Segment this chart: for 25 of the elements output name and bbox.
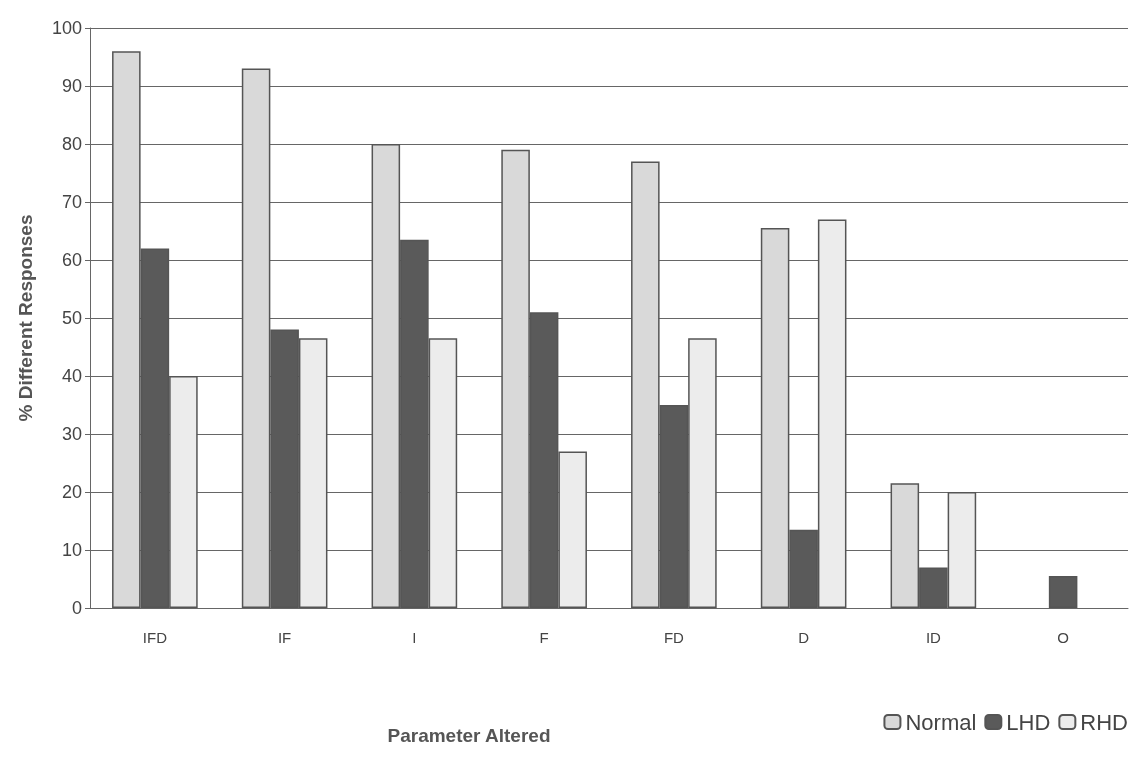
x-tick-label: FD xyxy=(663,629,685,646)
y-tick-label: 40 xyxy=(61,366,82,386)
y-tick-label: 20 xyxy=(61,482,82,502)
x-tick-label: I xyxy=(412,629,417,646)
y-tick-label: 70 xyxy=(61,192,82,212)
y-tick-label: 100 xyxy=(51,18,82,38)
legend-label: Normal xyxy=(905,709,977,735)
y-tick-label: 90 xyxy=(61,76,82,96)
y-tick-label: 30 xyxy=(61,424,82,444)
x-tick-label: D xyxy=(798,629,810,646)
y-tick-label: 0 xyxy=(71,598,82,618)
legend-label: RHD xyxy=(1080,709,1129,735)
y-tick-label: 80 xyxy=(61,134,82,154)
bar xyxy=(1048,576,1078,608)
y-tick-label: 60 xyxy=(61,250,82,270)
x-axis-title: Parameter Altered xyxy=(387,725,551,746)
y-tick-label: 50 xyxy=(61,308,82,328)
y-tick-label: 10 xyxy=(61,540,82,560)
legend-label: LHD xyxy=(1006,709,1051,735)
x-tick-label: ID xyxy=(925,629,942,646)
y-axis-title: % Different Responses xyxy=(15,214,36,422)
x-tick-label: F xyxy=(539,629,549,646)
x-tick-label: IF xyxy=(277,629,292,646)
x-tick-label: IFD xyxy=(142,629,168,646)
x-tick-label: O xyxy=(1057,629,1069,646)
